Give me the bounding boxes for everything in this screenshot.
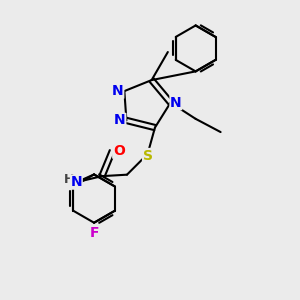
- Text: N: N: [70, 175, 82, 189]
- Text: F: F: [89, 226, 99, 240]
- Text: N: N: [170, 96, 182, 110]
- Text: S: S: [142, 148, 153, 163]
- Text: H: H: [64, 172, 74, 186]
- Text: N: N: [112, 84, 124, 98]
- Text: N: N: [114, 113, 126, 128]
- Text: O: O: [113, 144, 125, 158]
